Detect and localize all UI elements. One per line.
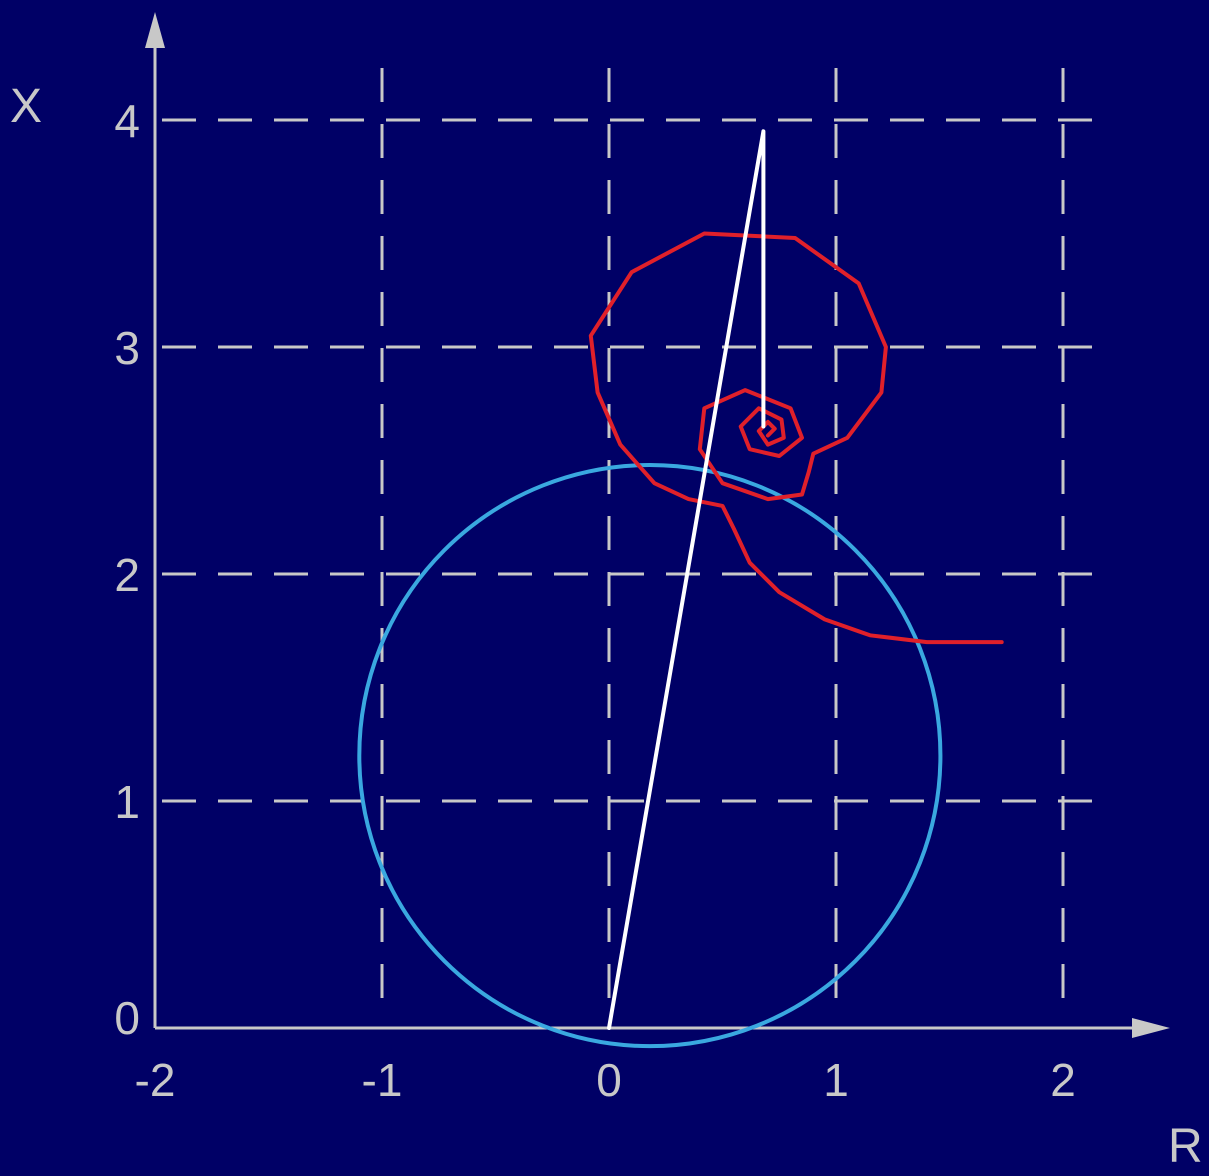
y-tick-label: 1: [114, 776, 140, 828]
y-axis-arrow: [145, 12, 165, 48]
grid-lines: [162, 68, 1100, 1010]
red-spiral-series: [588, 231, 1004, 645]
tick-labels: -2 -1 0 1 2 0 1 2 3 4: [114, 95, 1075, 1106]
x-tick-label: -1: [362, 1054, 403, 1106]
white-radial-line-series: [607, 129, 766, 1030]
x-axis-arrow: [1132, 1018, 1170, 1038]
x-tick-label: 2: [1050, 1054, 1076, 1106]
data-series: [357, 129, 1004, 1049]
y-tick-label: 2: [114, 549, 140, 601]
x-tick-label: 0: [596, 1054, 622, 1106]
axes: [145, 12, 1170, 1038]
x-tick-label: 1: [823, 1054, 849, 1106]
y-tick-label: 3: [114, 322, 140, 374]
y-axis-label: X: [10, 80, 42, 133]
y-tick-label: 4: [114, 95, 140, 147]
x-tick-label: -2: [135, 1054, 176, 1106]
blue-circle-series: [357, 463, 943, 1049]
y-tick-label: 0: [114, 992, 140, 1044]
x-axis-label: R: [1168, 1120, 1203, 1173]
